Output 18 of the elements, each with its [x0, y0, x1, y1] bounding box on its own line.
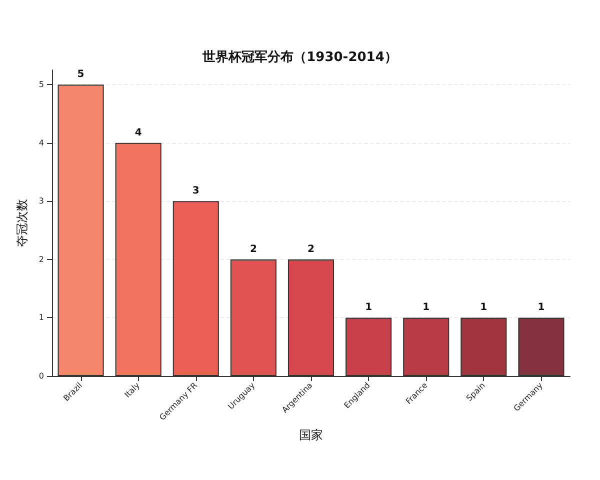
y-tick-label: 4: [38, 138, 44, 148]
y-tick-label: 2: [38, 254, 44, 264]
data-label: 1: [538, 302, 545, 314]
x-axis-title: 国家: [299, 428, 323, 442]
y-tick-label: 5: [38, 80, 44, 90]
data-label: 4: [134, 127, 142, 138]
chart-title: 世界杯冠军分布（1930-2014）: [202, 50, 398, 65]
y-tick-label: 3: [38, 196, 44, 206]
data-label: 1: [480, 302, 488, 314]
data-label: 1: [365, 302, 372, 314]
y-axis-title: 夺冠次数: [15, 199, 29, 247]
data-label: 2: [308, 244, 315, 255]
data-label: 1: [422, 302, 430, 314]
y-tick-label: 1: [38, 313, 44, 322]
y-tick-label: 0: [38, 372, 44, 380]
data-label: 3: [192, 186, 200, 197]
data-label: 5: [77, 69, 84, 80]
data-label: 2: [250, 244, 257, 255]
